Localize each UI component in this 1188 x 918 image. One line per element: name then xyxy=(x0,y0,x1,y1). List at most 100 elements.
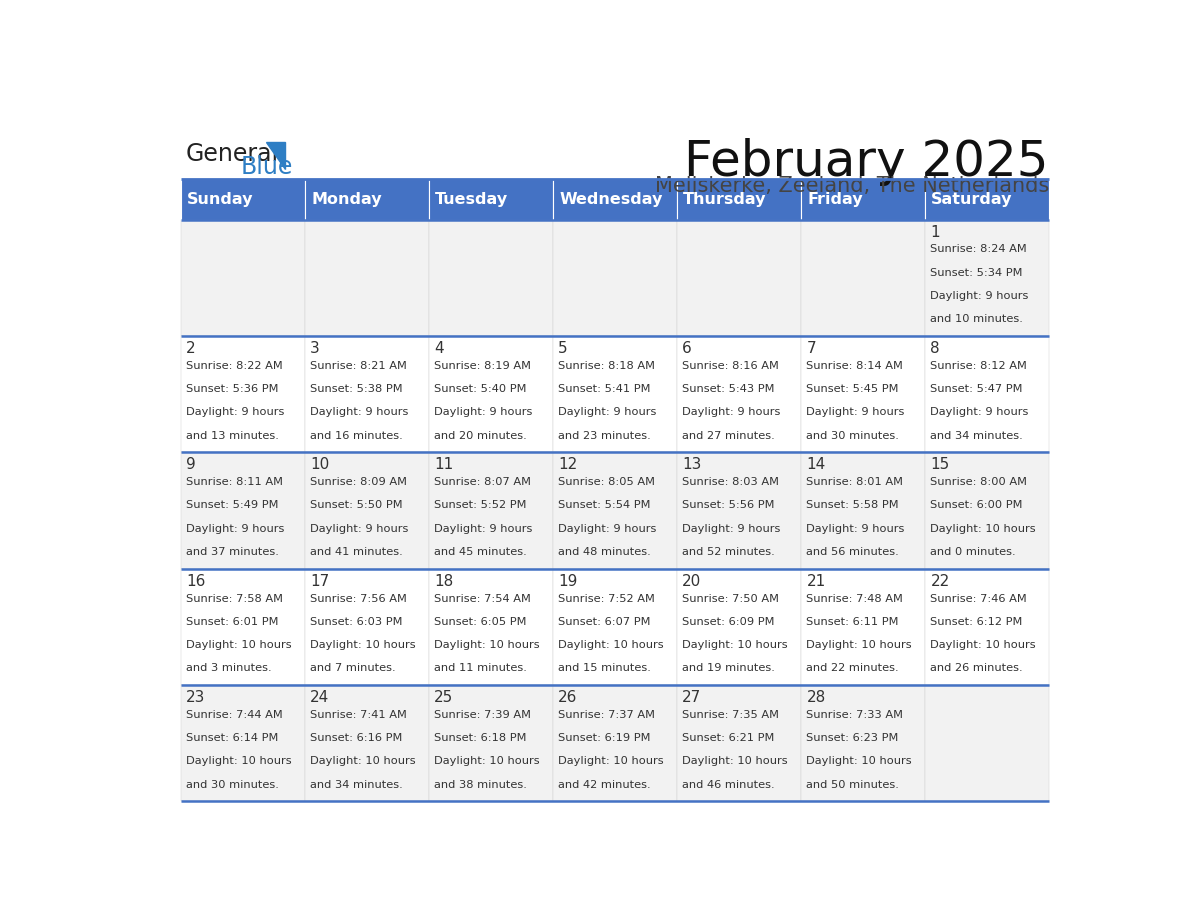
Bar xyxy=(305,569,429,685)
Text: Daylight: 9 hours: Daylight: 9 hours xyxy=(187,408,285,418)
Text: Daylight: 9 hours: Daylight: 9 hours xyxy=(558,523,657,533)
Text: Sunset: 5:43 PM: Sunset: 5:43 PM xyxy=(682,384,775,394)
Text: Sunset: 5:38 PM: Sunset: 5:38 PM xyxy=(310,384,403,394)
Text: 7: 7 xyxy=(807,341,816,356)
Text: 5: 5 xyxy=(558,341,568,356)
Bar xyxy=(552,453,677,569)
Text: and 30 minutes.: and 30 minutes. xyxy=(807,431,899,441)
Bar xyxy=(181,219,305,336)
Bar xyxy=(677,219,801,336)
Bar xyxy=(925,685,1049,801)
Text: Sunset: 5:45 PM: Sunset: 5:45 PM xyxy=(807,384,899,394)
Text: Sunrise: 7:58 AM: Sunrise: 7:58 AM xyxy=(187,594,283,603)
Text: and 22 minutes.: and 22 minutes. xyxy=(807,664,899,673)
Text: and 38 minutes.: and 38 minutes. xyxy=(435,779,527,789)
Text: Daylight: 10 hours: Daylight: 10 hours xyxy=(682,640,788,650)
Text: 26: 26 xyxy=(558,690,577,705)
Text: and 3 minutes.: and 3 minutes. xyxy=(187,664,272,673)
Text: Sunrise: 7:39 AM: Sunrise: 7:39 AM xyxy=(435,710,531,720)
Text: 11: 11 xyxy=(435,457,454,473)
Text: Sunrise: 8:09 AM: Sunrise: 8:09 AM xyxy=(310,477,407,487)
Text: Sunrise: 8:18 AM: Sunrise: 8:18 AM xyxy=(558,361,656,371)
Text: Daylight: 10 hours: Daylight: 10 hours xyxy=(558,640,664,650)
Text: and 30 minutes.: and 30 minutes. xyxy=(187,779,279,789)
Bar xyxy=(429,179,552,219)
Text: Sunrise: 7:54 AM: Sunrise: 7:54 AM xyxy=(435,594,531,603)
Text: 2: 2 xyxy=(187,341,196,356)
Text: Daylight: 10 hours: Daylight: 10 hours xyxy=(807,756,912,767)
Text: Sunrise: 8:01 AM: Sunrise: 8:01 AM xyxy=(807,477,903,487)
Text: Sunrise: 7:56 AM: Sunrise: 7:56 AM xyxy=(310,594,407,603)
Bar xyxy=(801,685,925,801)
Text: Sunrise: 7:33 AM: Sunrise: 7:33 AM xyxy=(807,710,903,720)
Text: Sunrise: 8:14 AM: Sunrise: 8:14 AM xyxy=(807,361,903,371)
Text: Sunrise: 8:16 AM: Sunrise: 8:16 AM xyxy=(682,361,779,371)
Text: and 42 minutes.: and 42 minutes. xyxy=(558,779,651,789)
Text: and 13 minutes.: and 13 minutes. xyxy=(187,431,279,441)
Bar xyxy=(801,569,925,685)
Text: General: General xyxy=(185,142,278,166)
Text: Sunrise: 8:19 AM: Sunrise: 8:19 AM xyxy=(435,361,531,371)
Bar xyxy=(677,336,801,453)
Text: and 27 minutes.: and 27 minutes. xyxy=(682,431,775,441)
Text: 24: 24 xyxy=(310,690,329,705)
Text: Sunrise: 8:21 AM: Sunrise: 8:21 AM xyxy=(310,361,407,371)
Text: 13: 13 xyxy=(682,457,702,473)
Bar xyxy=(925,219,1049,336)
Text: Sunrise: 8:22 AM: Sunrise: 8:22 AM xyxy=(187,361,283,371)
Text: Sunrise: 7:46 AM: Sunrise: 7:46 AM xyxy=(930,594,1028,603)
Text: Thursday: Thursday xyxy=(683,192,766,207)
Text: Blue: Blue xyxy=(240,155,293,179)
Text: Sunset: 5:36 PM: Sunset: 5:36 PM xyxy=(187,384,279,394)
Text: and 10 minutes.: and 10 minutes. xyxy=(930,314,1023,324)
Bar xyxy=(181,569,305,685)
Bar xyxy=(305,179,429,219)
Text: 16: 16 xyxy=(187,574,206,588)
Text: Tuesday: Tuesday xyxy=(435,192,508,207)
Bar xyxy=(181,179,305,219)
Text: Daylight: 10 hours: Daylight: 10 hours xyxy=(435,756,539,767)
Text: Sunrise: 7:37 AM: Sunrise: 7:37 AM xyxy=(558,710,656,720)
Text: Sunset: 6:16 PM: Sunset: 6:16 PM xyxy=(310,733,403,744)
Text: Daylight: 10 hours: Daylight: 10 hours xyxy=(435,640,539,650)
Text: Sunset: 6:23 PM: Sunset: 6:23 PM xyxy=(807,733,899,744)
Text: Sunrise: 8:11 AM: Sunrise: 8:11 AM xyxy=(187,477,283,487)
Bar xyxy=(429,453,552,569)
Text: and 19 minutes.: and 19 minutes. xyxy=(682,664,776,673)
Text: Sunrise: 7:52 AM: Sunrise: 7:52 AM xyxy=(558,594,656,603)
Text: Sunset: 6:00 PM: Sunset: 6:00 PM xyxy=(930,500,1023,510)
Text: Sunset: 6:14 PM: Sunset: 6:14 PM xyxy=(187,733,279,744)
Text: Sunset: 6:09 PM: Sunset: 6:09 PM xyxy=(682,617,775,627)
Text: Sunrise: 7:44 AM: Sunrise: 7:44 AM xyxy=(187,710,283,720)
Text: Daylight: 10 hours: Daylight: 10 hours xyxy=(187,640,292,650)
Text: Daylight: 9 hours: Daylight: 9 hours xyxy=(558,408,657,418)
Text: 8: 8 xyxy=(930,341,940,356)
Text: Sunday: Sunday xyxy=(188,192,254,207)
Text: and 50 minutes.: and 50 minutes. xyxy=(807,779,899,789)
Bar xyxy=(181,453,305,569)
Bar xyxy=(801,219,925,336)
Text: and 37 minutes.: and 37 minutes. xyxy=(187,547,279,557)
Bar xyxy=(305,336,429,453)
Text: and 7 minutes.: and 7 minutes. xyxy=(310,664,396,673)
Text: Sunrise: 8:05 AM: Sunrise: 8:05 AM xyxy=(558,477,656,487)
Bar xyxy=(677,685,801,801)
Text: Daylight: 9 hours: Daylight: 9 hours xyxy=(435,408,532,418)
Text: Daylight: 9 hours: Daylight: 9 hours xyxy=(682,408,781,418)
Text: and 46 minutes.: and 46 minutes. xyxy=(682,779,775,789)
Text: and 56 minutes.: and 56 minutes. xyxy=(807,547,899,557)
Text: Sunset: 5:40 PM: Sunset: 5:40 PM xyxy=(435,384,526,394)
Text: Sunset: 6:07 PM: Sunset: 6:07 PM xyxy=(558,617,651,627)
Text: Daylight: 10 hours: Daylight: 10 hours xyxy=(930,523,1036,533)
Text: Daylight: 10 hours: Daylight: 10 hours xyxy=(682,756,788,767)
Text: and 26 minutes.: and 26 minutes. xyxy=(930,664,1023,673)
Text: Daylight: 9 hours: Daylight: 9 hours xyxy=(930,291,1029,301)
Text: and 48 minutes.: and 48 minutes. xyxy=(558,547,651,557)
Text: 12: 12 xyxy=(558,457,577,473)
Text: Sunset: 5:47 PM: Sunset: 5:47 PM xyxy=(930,384,1023,394)
Text: Sunset: 6:12 PM: Sunset: 6:12 PM xyxy=(930,617,1023,627)
Bar xyxy=(925,569,1049,685)
Text: Daylight: 10 hours: Daylight: 10 hours xyxy=(807,640,912,650)
Text: Daylight: 9 hours: Daylight: 9 hours xyxy=(310,408,409,418)
Text: Sunset: 5:49 PM: Sunset: 5:49 PM xyxy=(187,500,279,510)
